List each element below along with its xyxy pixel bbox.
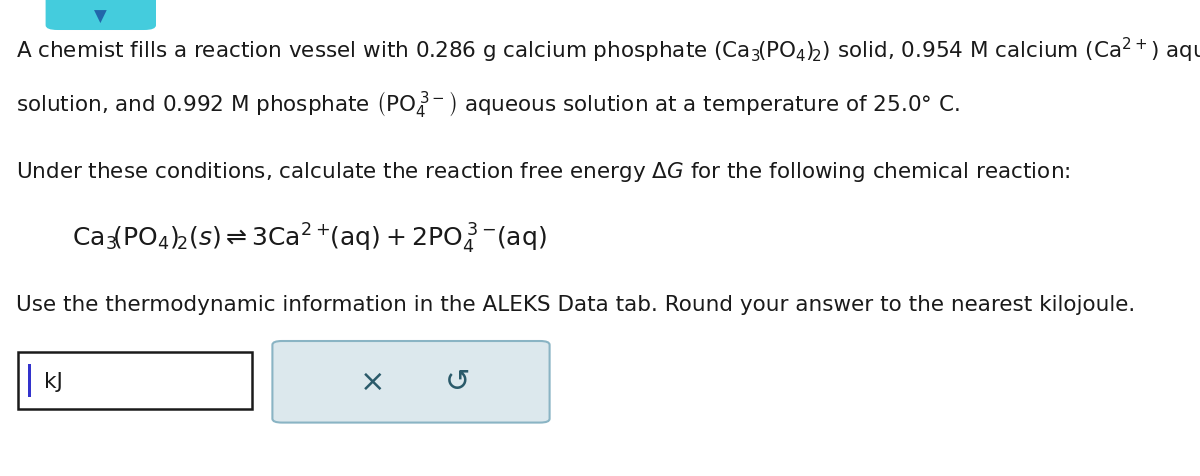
Text: ×: × [360, 367, 385, 397]
Text: Under these conditions, calculate the reaction free energy $\Delta G$ for the fo: Under these conditions, calculate the re… [16, 159, 1070, 183]
FancyBboxPatch shape [18, 352, 252, 409]
Text: kJ: kJ [44, 371, 64, 391]
Text: ↺: ↺ [445, 367, 470, 397]
FancyBboxPatch shape [46, 0, 156, 31]
Text: ▼: ▼ [95, 8, 107, 26]
Text: A chemist fills a reaction vessel with 0.286 g calcium phosphate $\left(\mathrm{: A chemist fills a reaction vessel with 0… [16, 35, 1200, 65]
Text: Use the thermodynamic information in the ALEKS Data tab. Round your answer to th: Use the thermodynamic information in the… [16, 295, 1135, 315]
FancyBboxPatch shape [272, 341, 550, 423]
Text: $\mathrm{Ca_3\!\left(PO_4\right)_{\!2}}\left(s\right) \rightleftharpoons 3\mathr: $\mathrm{Ca_3\!\left(PO_4\right)_{\!2}}\… [72, 221, 547, 255]
FancyBboxPatch shape [28, 364, 31, 397]
Text: solution, and 0.992 M phosphate $\left(\mathrm{PO_4^{\;3-}}\right)$ aqueous solu: solution, and 0.992 M phosphate $\left(\… [16, 89, 960, 120]
